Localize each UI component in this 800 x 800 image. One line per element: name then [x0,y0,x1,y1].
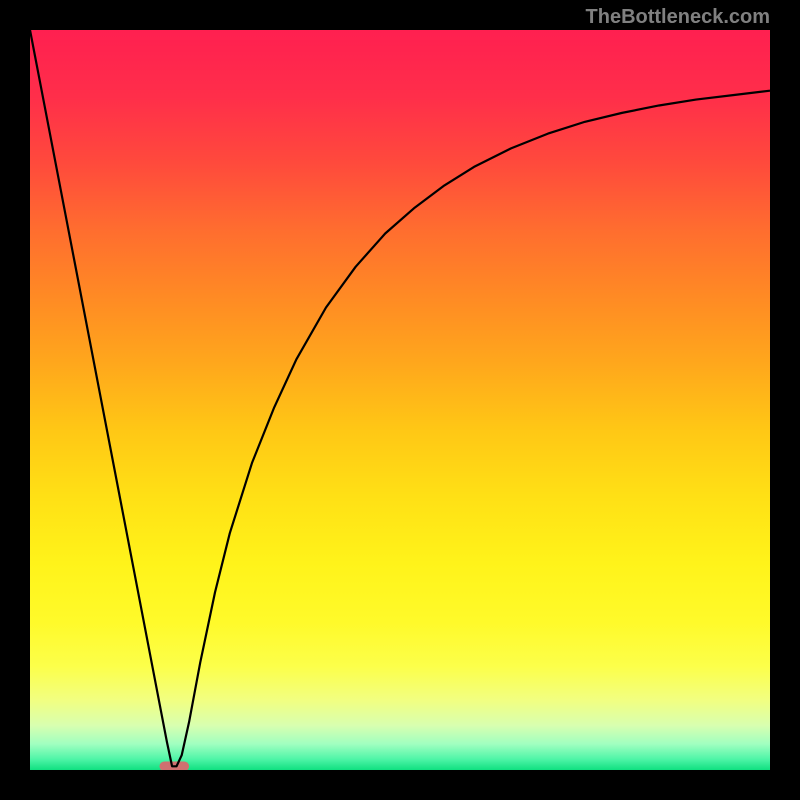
gradient-background [30,30,770,770]
chart-svg [30,30,770,770]
watermark-text: TheBottleneck.com [586,6,770,29]
plot-area [30,30,770,770]
chart-container: TheBottleneck.com [0,0,800,800]
